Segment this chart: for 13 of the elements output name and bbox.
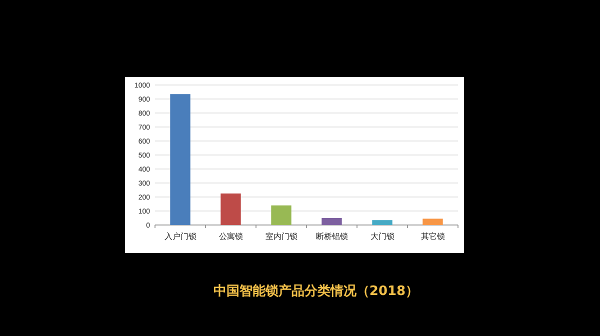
bar	[220, 194, 241, 225]
text: 中国智能锁产品分类情况（2018）	[213, 283, 419, 299]
bar	[271, 205, 292, 225]
x-tick-label: 室内门锁	[265, 232, 298, 241]
x-tick-label: 其它锁	[420, 232, 445, 241]
x-tick-label: 公寓锁	[218, 232, 243, 241]
x-tick-label: 断桥铝锁	[316, 232, 348, 241]
x-tick-label: 入户门锁	[164, 232, 196, 241]
bar	[422, 218, 443, 225]
bar	[170, 94, 190, 225]
x-tick-label: 大门锁	[370, 232, 394, 241]
bar	[372, 220, 392, 225]
bar	[322, 218, 342, 225]
